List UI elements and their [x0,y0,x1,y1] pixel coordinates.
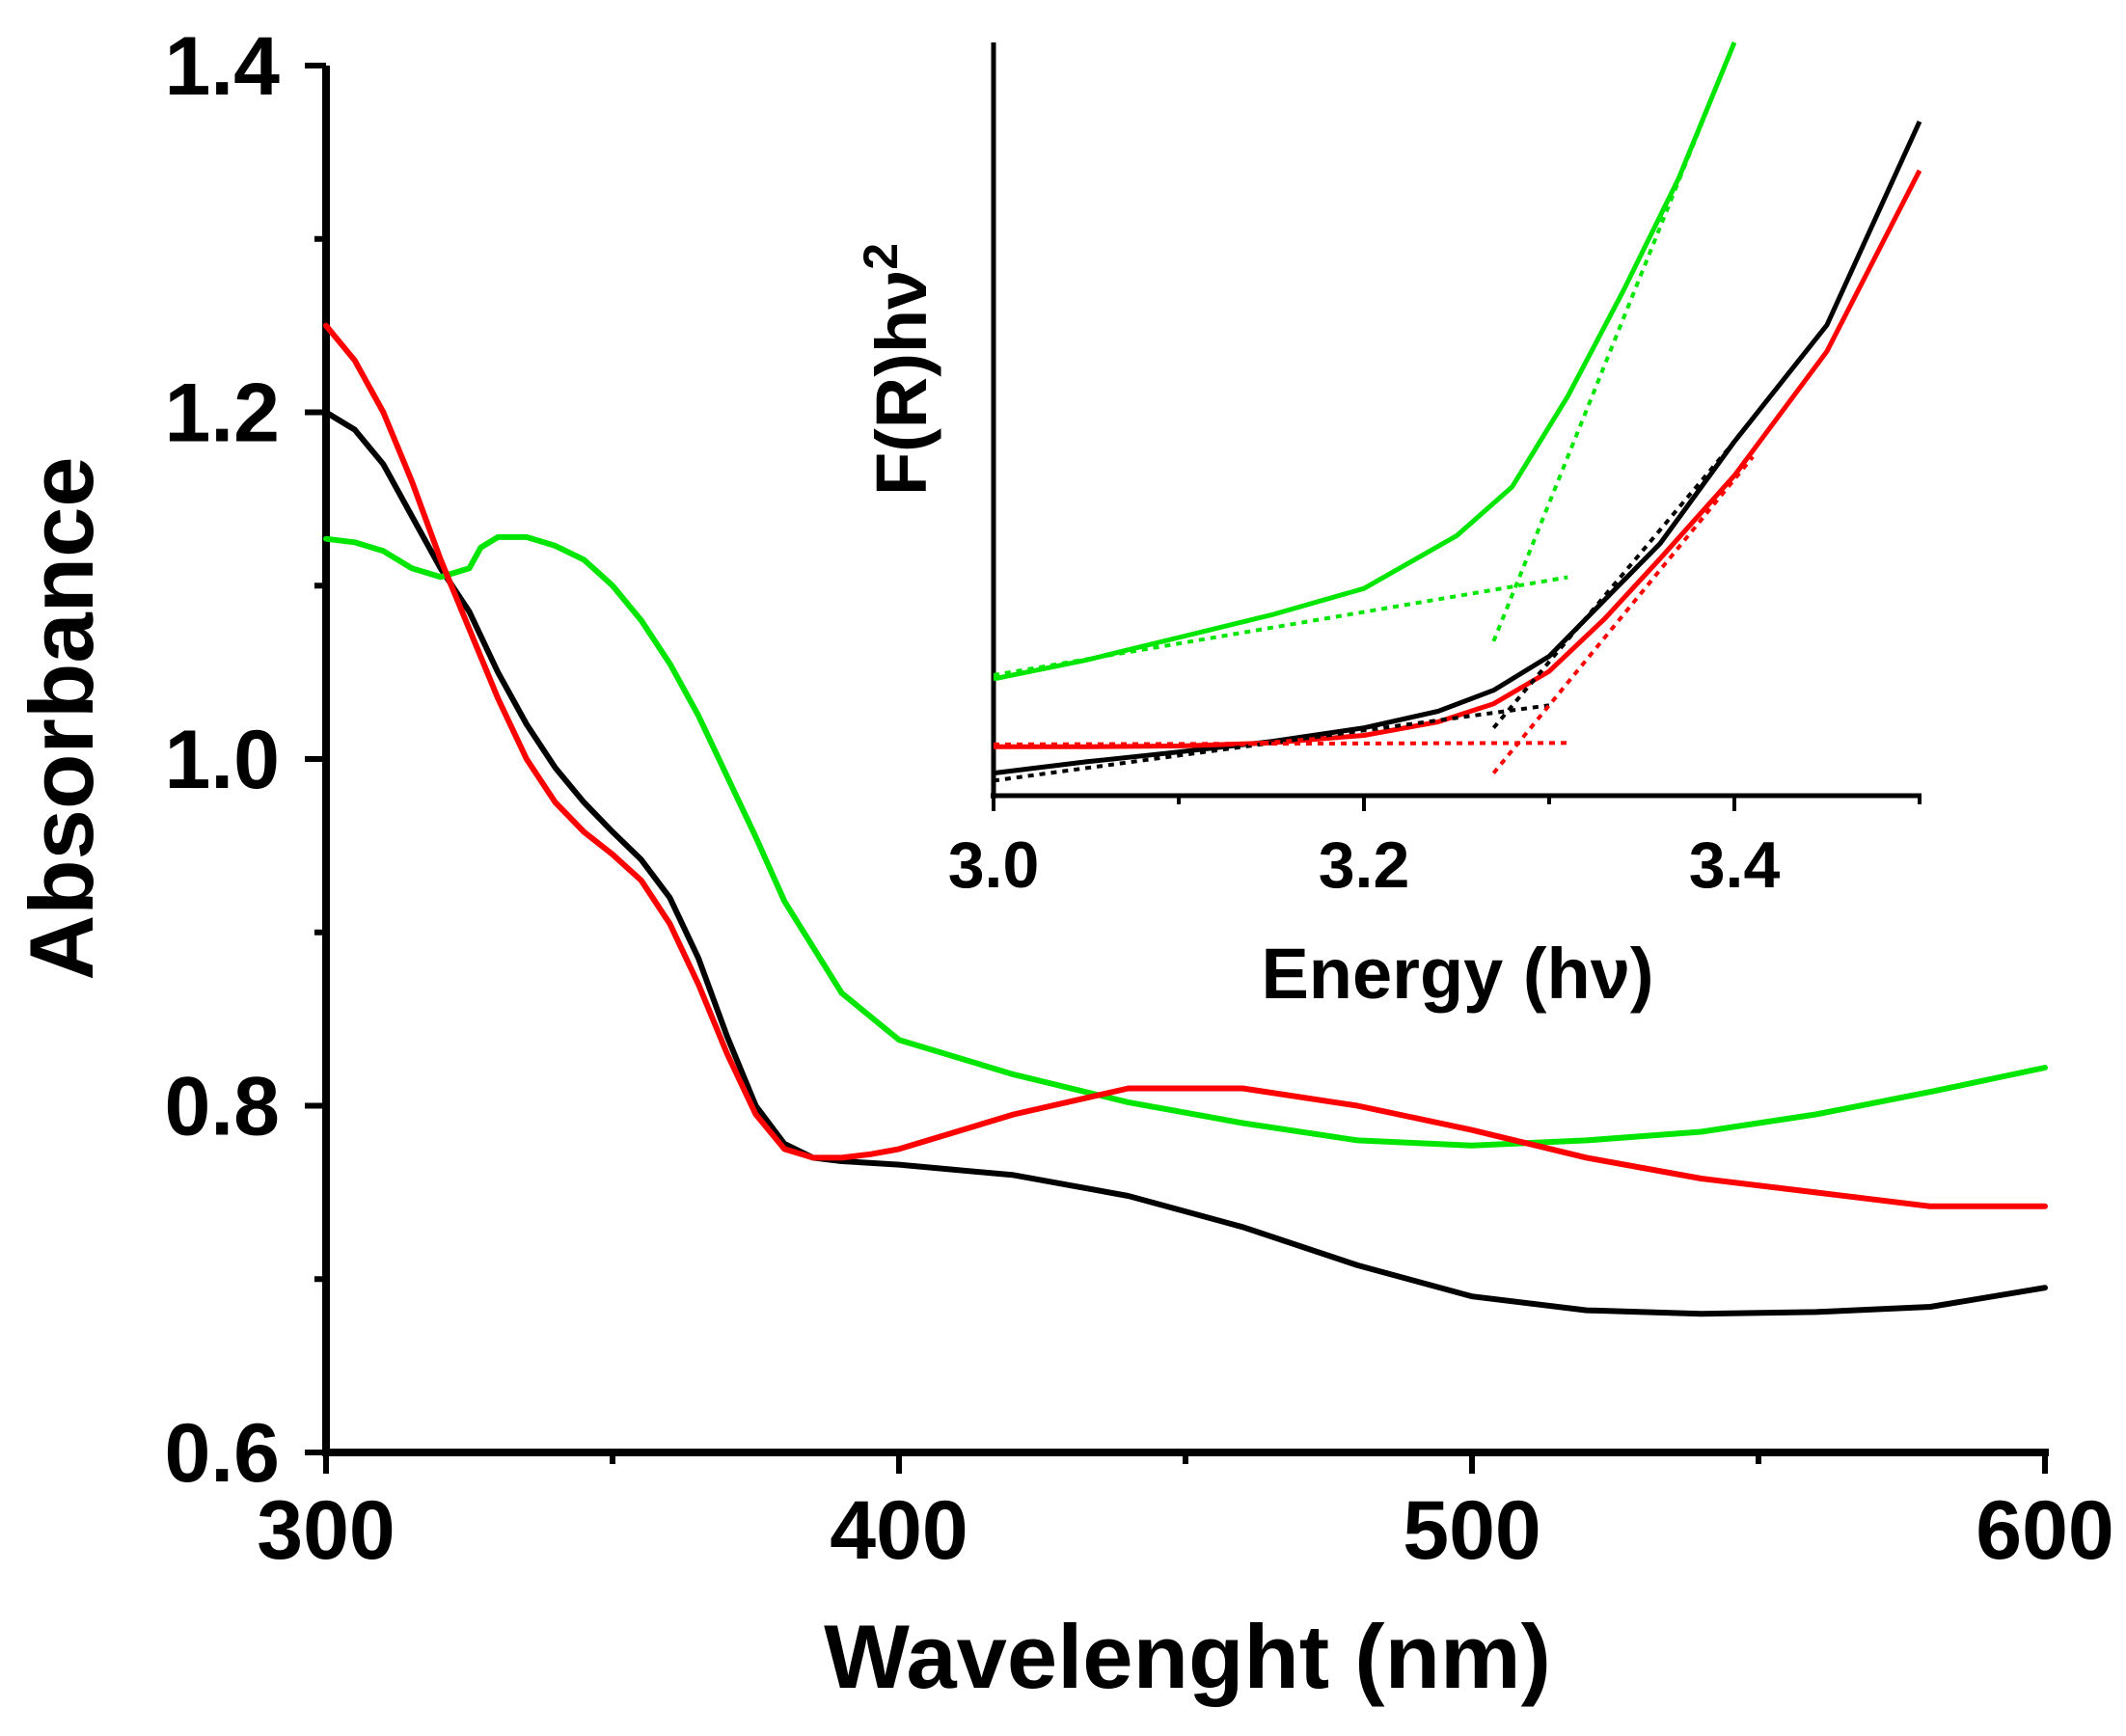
inset-y-axis-title-base: F(R)hν [861,270,941,496]
main-x-tick-label: 300 [257,1484,395,1577]
inset-series-green-line [993,41,1737,682]
inset-series-green-tangent-steep-line [1491,41,1736,642]
inset-x-tick-label: 3.2 [1319,828,1410,902]
main-x-axis-title: Wavelenght (nm) [824,1606,1551,1707]
main-y-tick-label: 0.6 [164,1407,280,1500]
main-x-tick-label: 400 [830,1484,968,1577]
main-x-tick-label: 600 [1976,1484,2114,1577]
inset-x-tick-label: 3.4 [1689,828,1781,902]
main-y-tick-label: 0.8 [164,1061,280,1153]
inset-series-red-tangent-steep-line [1491,455,1755,774]
inset-series-red-tangent-line [993,741,1568,746]
inset-series-black-tangent-steep-line [1491,440,1736,729]
inset-series-red-line [994,169,1922,749]
main-y-tick-label: 1.0 [164,714,280,806]
main-series-black-line [323,409,2048,1317]
inset-series-black-line [993,120,1922,776]
main-series-red-line [323,322,2048,1209]
inset-x-tick-label: 3.0 [948,828,1040,902]
main-x-tick-label: 500 [1403,1484,1541,1577]
main-series-green-line [323,533,2048,1149]
inset-x-axis-title: Energy (hν) [1261,934,1653,1014]
inset-series-green-tangent-line [993,575,1568,677]
main-y-axis-title: Absorbance [11,456,112,980]
inset-y-axis-title-superscript: 2 [854,243,908,270]
inset-y-axis-title: F(R)hν2 [854,243,941,496]
main-y-tick-label: 1.2 [164,367,280,460]
main-y-tick-label: 1.4 [164,20,280,113]
